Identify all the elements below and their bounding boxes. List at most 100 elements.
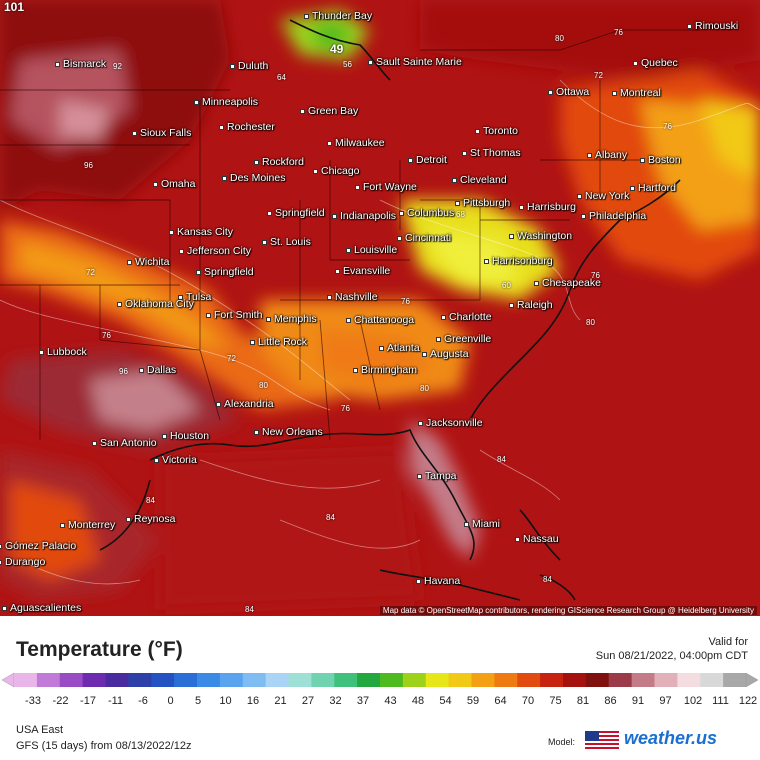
city-marker[interactable]: Boston xyxy=(640,154,681,166)
valid-time: Sun 08/21/2022, 04:00pm CDT xyxy=(595,650,748,662)
city-marker[interactable]: Pittsburgh xyxy=(455,197,510,209)
city-dot xyxy=(153,181,158,187)
scale-swatch xyxy=(128,673,152,687)
city-marker[interactable]: Raleigh xyxy=(509,299,553,311)
city-marker[interactable]: Oklahoma City xyxy=(117,298,194,310)
city-marker[interactable]: Alexandria xyxy=(216,398,274,410)
city-marker[interactable]: Chesapeake xyxy=(534,277,601,289)
city-name: Rockford xyxy=(262,156,305,168)
city-name: Charlotte xyxy=(449,311,492,323)
city-marker[interactable]: Nassau xyxy=(515,533,559,545)
city-marker[interactable]: Ottawa xyxy=(548,86,589,98)
city-marker[interactable]: Chattanooga xyxy=(346,314,414,326)
city-marker[interactable]: Tulsa xyxy=(178,291,211,303)
scale-swatch xyxy=(14,673,38,687)
isotherm-label: 92 xyxy=(113,62,122,71)
scale-swatch xyxy=(197,673,221,687)
city-marker[interactable]: Toronto xyxy=(475,125,518,137)
scale-swatch xyxy=(654,673,678,687)
city-marker[interactable]: Nashville xyxy=(327,291,378,303)
city-marker[interactable]: Sioux Falls xyxy=(132,127,191,139)
city-marker[interactable]: Fort Smith xyxy=(206,309,262,321)
city-marker[interactable]: Havana xyxy=(416,575,460,587)
city-marker[interactable]: St Thomas xyxy=(462,147,521,159)
city-marker[interactable]: Harrisonburg xyxy=(484,255,553,267)
scale-tick: -33 xyxy=(25,695,41,707)
city-marker[interactable]: Greenville xyxy=(436,333,491,345)
city-name: Boston xyxy=(648,154,681,166)
city-marker[interactable]: Houston xyxy=(162,430,209,442)
city-marker[interactable]: Rockford xyxy=(254,156,304,168)
city-marker[interactable]: Indianapolis xyxy=(332,210,396,222)
city-dot xyxy=(206,312,211,318)
map-layer xyxy=(0,0,760,610)
city-marker[interactable]: Evansville xyxy=(335,265,390,277)
city-marker[interactable]: Birmingham xyxy=(353,364,417,376)
city-marker[interactable]: Hartford xyxy=(630,182,676,194)
city-marker[interactable]: Kansas City xyxy=(169,226,233,238)
city-marker[interactable]: Cincinnati xyxy=(397,232,451,244)
city-marker[interactable]: Des Moines xyxy=(222,172,285,184)
isotherm-label: 80 xyxy=(555,34,564,43)
city-dot xyxy=(379,345,384,351)
city-marker[interactable]: Columbus xyxy=(399,207,454,219)
city-marker[interactable]: Thunder Bay xyxy=(304,10,372,22)
city-marker[interactable]: Lubbock xyxy=(39,346,87,358)
city-name: Milwaukee xyxy=(335,137,385,149)
city-marker[interactable]: Little Rock xyxy=(250,336,307,348)
city-marker[interactable]: Atlanta xyxy=(379,342,420,354)
city-marker[interactable]: Washington xyxy=(509,230,572,242)
city-marker[interactable]: Chicago xyxy=(313,165,360,177)
temperature-map[interactable]: 101 Thunder Bay Rimouski Bismarck Duluth Sau… xyxy=(0,0,760,616)
city-marker[interactable]: Sault Sainte Marie xyxy=(368,56,462,68)
city-marker[interactable]: Bismarck xyxy=(55,58,106,70)
city-marker[interactable]: Philadelphia xyxy=(581,210,646,222)
city-marker[interactable]: Harrisburg xyxy=(519,201,576,213)
city-dot xyxy=(515,536,520,542)
city-dot xyxy=(687,23,692,29)
city-marker[interactable]: Omaha xyxy=(153,178,195,190)
city-marker[interactable]: Fort Wayne xyxy=(355,181,417,193)
city-marker[interactable]: Springfield xyxy=(267,207,325,219)
city-marker[interactable]: New York xyxy=(577,190,629,202)
city-name: Rimouski xyxy=(695,20,739,32)
city-marker[interactable]: Rochester xyxy=(219,121,275,133)
city-marker[interactable]: Duluth xyxy=(230,60,268,72)
city-marker[interactable]: Springfield xyxy=(196,266,254,278)
city-marker[interactable]: Victoria xyxy=(154,454,197,466)
city-marker[interactable]: Quebec xyxy=(633,57,678,69)
city-marker[interactable]: Rimouski xyxy=(687,20,738,32)
city-marker[interactable]: Memphis xyxy=(266,313,317,325)
city-marker[interactable]: Reynosa xyxy=(126,513,175,525)
city-marker[interactable]: San Antonio xyxy=(92,437,157,449)
city-marker[interactable]: Louisville xyxy=(346,244,397,256)
city-marker[interactable]: Montreal xyxy=(612,87,661,99)
city-marker[interactable]: Albany xyxy=(587,149,627,161)
city-marker[interactable]: Green Bay xyxy=(300,105,358,117)
city-marker[interactable]: Augusta xyxy=(422,348,469,360)
scale-tick: 122 xyxy=(738,695,758,707)
city-marker[interactable]: Jacksonville xyxy=(418,417,483,429)
city-marker[interactable]: St. Louis xyxy=(262,236,311,248)
brand-logo[interactable]: weather.us xyxy=(624,728,718,748)
city-name: Tulsa xyxy=(186,291,212,303)
scale-arrow-left xyxy=(1,672,15,688)
borders xyxy=(0,29,700,441)
city-marker[interactable]: Detroit xyxy=(408,154,447,166)
city-name: Chattanooga xyxy=(354,314,415,326)
city-marker[interactable]: Gómez Palacio xyxy=(0,540,76,552)
scale-swatch xyxy=(105,673,129,687)
city-marker[interactable]: Wichita xyxy=(127,256,169,268)
city-marker[interactable]: Tampa xyxy=(417,470,457,482)
city-marker[interactable]: Aguascalientes xyxy=(2,602,81,614)
city-marker[interactable]: Monterrey xyxy=(60,519,115,531)
city-marker[interactable]: Miami xyxy=(464,518,500,530)
city-marker[interactable]: New Orleans xyxy=(254,426,323,438)
city-marker[interactable]: Durango xyxy=(0,556,45,568)
city-marker[interactable]: Milwaukee xyxy=(327,137,385,149)
city-marker[interactable]: Minneapolis xyxy=(194,96,258,108)
city-marker[interactable]: Dallas xyxy=(139,364,176,376)
city-marker[interactable]: Charlotte xyxy=(441,311,492,323)
city-marker[interactable]: Cleveland xyxy=(452,174,507,186)
city-marker[interactable]: Jefferson City xyxy=(179,245,251,257)
